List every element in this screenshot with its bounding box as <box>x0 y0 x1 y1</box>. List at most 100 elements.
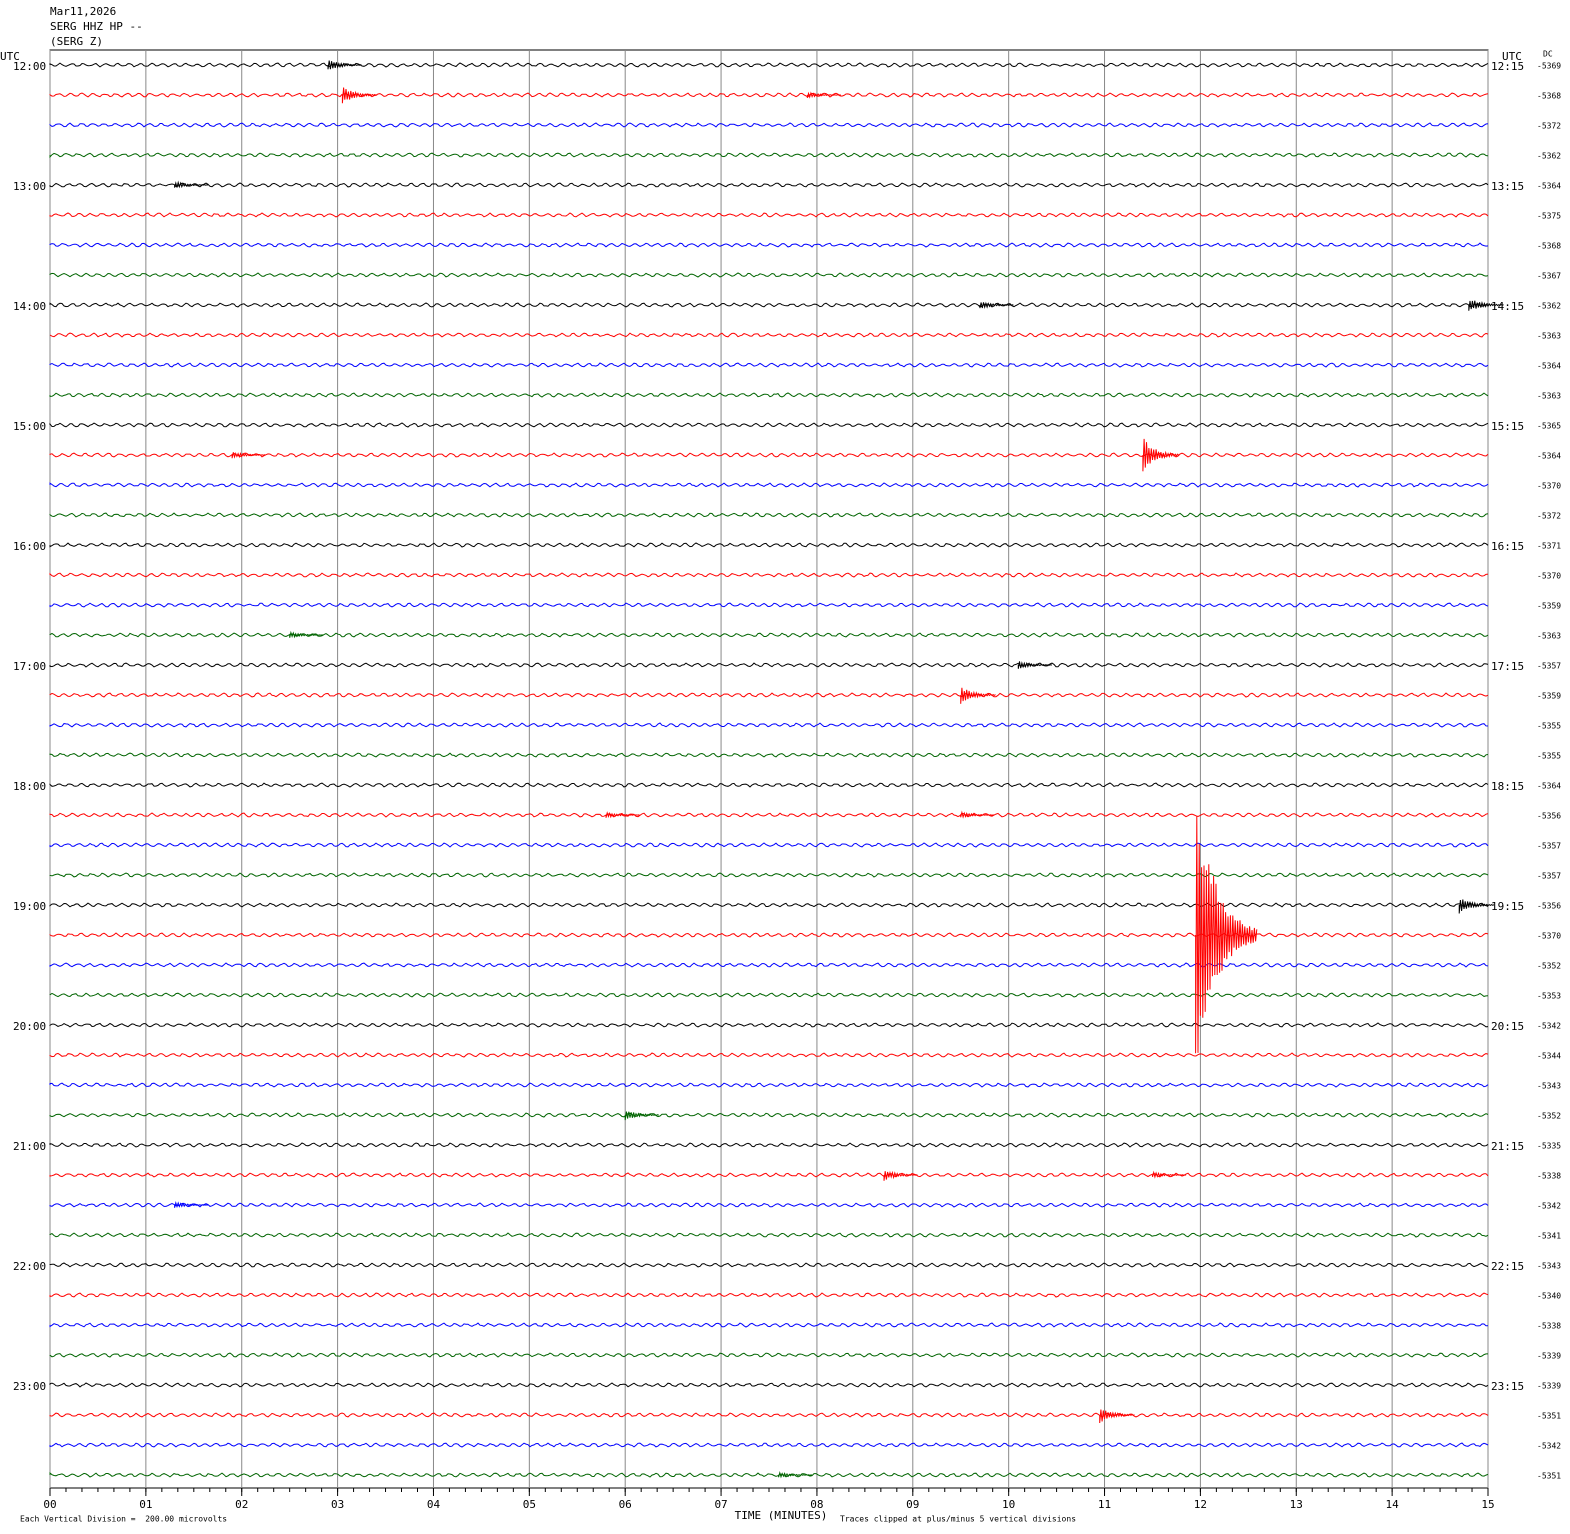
dc-value: -5371 <box>1537 542 1561 551</box>
trace-line <box>49 1022 1489 1028</box>
dc-value: -5375 <box>1537 212 1561 221</box>
dc-value: -5370 <box>1537 482 1561 491</box>
left-time-label: 21:00 <box>13 1140 46 1153</box>
dc-value: -5343 <box>1537 1082 1561 1091</box>
dc-value: -5364 <box>1537 362 1561 371</box>
trace-line <box>49 1382 1489 1388</box>
trace-line <box>49 662 1489 668</box>
dc-value: -5362 <box>1537 152 1561 161</box>
event <box>289 630 324 639</box>
left-time-label: 23:00 <box>13 1380 46 1393</box>
right-axis-label: UTC <box>1502 50 1522 63</box>
x-tick-label: 07 <box>714 1498 727 1511</box>
trace-line <box>49 212 1489 218</box>
scale-note: Each Vertical Division = 200.00 microvol… <box>20 1515 227 1524</box>
x-tick-label: 15 <box>1481 1498 1494 1511</box>
trace-line <box>49 722 1489 728</box>
event <box>806 91 841 99</box>
dc-value: -5357 <box>1537 662 1561 671</box>
dc-value: -5369 <box>1537 62 1561 71</box>
trace-line <box>49 152 1489 159</box>
event <box>1142 438 1180 472</box>
trace-line <box>49 422 1489 428</box>
right-time-label: 22:15 <box>1491 1260 1524 1273</box>
dc-value: -5343 <box>1537 1262 1561 1271</box>
trace-line <box>49 92 1489 98</box>
dc-value: -5335 <box>1537 1142 1561 1151</box>
trace-line <box>49 992 1489 998</box>
dc-value: -5359 <box>1537 692 1561 701</box>
dc-value: -5338 <box>1537 1322 1561 1331</box>
trace-line <box>49 572 1489 578</box>
trace-line <box>49 242 1489 248</box>
trace-line <box>49 1262 1489 1268</box>
x-tick-label: 05 <box>523 1498 536 1511</box>
dc-value: -5367 <box>1537 272 1561 281</box>
left-time-label: 18:00 <box>13 780 46 793</box>
trace-line <box>49 1322 1488 1328</box>
trace-line <box>49 332 1489 338</box>
left-time-label: 12:00 <box>13 60 46 73</box>
event <box>1468 300 1504 311</box>
left-time-label: 15:00 <box>13 420 46 433</box>
event <box>605 811 640 819</box>
dc-value: -5342 <box>1537 1022 1561 1031</box>
dc-value: -5341 <box>1537 1232 1561 1241</box>
dc-value: -5352 <box>1537 1112 1561 1121</box>
trace-line <box>49 1142 1489 1148</box>
dc-value: -5355 <box>1537 752 1561 761</box>
trace-line <box>49 542 1489 548</box>
x-tick-label: 11 <box>1098 1498 1111 1511</box>
left-time-label: 16:00 <box>13 540 46 553</box>
event <box>174 180 209 189</box>
dc-value: -5364 <box>1537 182 1561 191</box>
trace-line <box>49 1082 1489 1088</box>
dc-value: -5362 <box>1537 302 1561 311</box>
right-time-label: 16:15 <box>1491 540 1524 553</box>
trace-line <box>49 1292 1489 1298</box>
dc-value: -5342 <box>1537 1442 1561 1451</box>
event <box>1017 661 1053 669</box>
trace-line <box>49 932 1489 938</box>
left-time-label: 19:00 <box>13 900 46 913</box>
x-tick-label: 10 <box>1002 1498 1015 1511</box>
trace-line <box>49 482 1489 488</box>
trace-line <box>49 842 1489 848</box>
right-time-label: 19:15 <box>1491 900 1524 913</box>
trace-line <box>49 962 1489 968</box>
dc-value: -5353 <box>1537 992 1561 1001</box>
left-time-label: 22:00 <box>13 1260 46 1273</box>
x-tick-label: 09 <box>906 1498 919 1511</box>
dc-value: -5351 <box>1537 1472 1561 1481</box>
x-tick-label: 03 <box>331 1498 344 1511</box>
event <box>341 87 378 104</box>
dc-value: -5363 <box>1537 632 1561 641</box>
dc-label: DC <box>1543 50 1553 59</box>
dc-value: -5372 <box>1537 122 1561 131</box>
event <box>1099 1409 1135 1424</box>
trace-line <box>49 632 1489 638</box>
trace-line <box>49 692 1489 698</box>
event <box>1151 1170 1187 1179</box>
right-time-label: 21:15 <box>1491 1140 1524 1153</box>
trace-line <box>49 302 1489 308</box>
dc-value: -5340 <box>1537 1292 1561 1301</box>
right-time-label: 13:15 <box>1491 180 1524 193</box>
event <box>778 1470 813 1479</box>
x-tick-label: 13 <box>1290 1498 1303 1511</box>
x-tick-label: 00 <box>43 1498 56 1511</box>
dc-value: -5339 <box>1537 1382 1561 1391</box>
dc-value: -5352 <box>1537 962 1561 971</box>
left-axis-label: UTC <box>0 50 20 63</box>
trace-line <box>49 902 1489 908</box>
event <box>624 1111 659 1121</box>
dc-value: -5355 <box>1537 722 1561 731</box>
event <box>979 301 1014 310</box>
dc-value: -5363 <box>1537 332 1561 341</box>
trace-line <box>49 1472 1489 1478</box>
dc-value: -5370 <box>1537 572 1561 581</box>
dc-value: -5365 <box>1537 422 1561 431</box>
dc-value: -5342 <box>1537 1202 1561 1211</box>
dc-value: -5370 <box>1537 932 1561 941</box>
